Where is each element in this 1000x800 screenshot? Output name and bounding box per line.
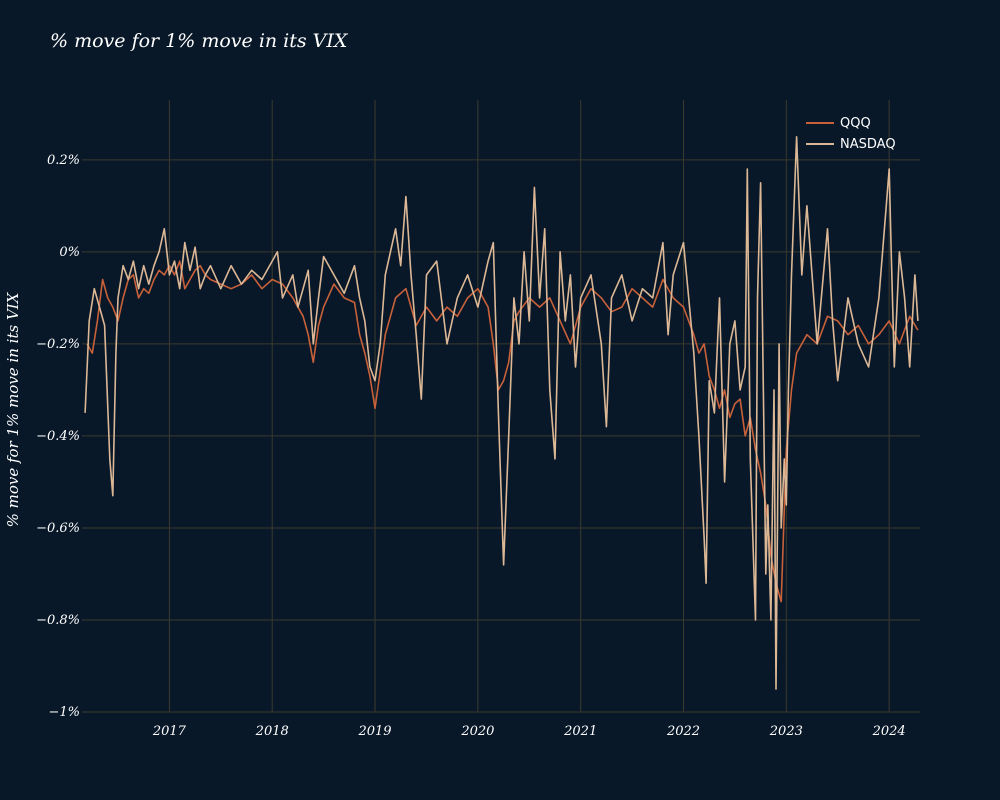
chart-title: % move for 1% move in its VIX: [50, 30, 348, 52]
series-line-nasdaq: [84, 136, 919, 690]
x-tick-label: 2020: [460, 724, 494, 739]
x-tick-label: 2017: [152, 724, 187, 739]
series-line-qqq: [86, 260, 919, 603]
y-tick-label: −0.2%: [36, 337, 80, 352]
legend-item-qqq[interactable]: QQQ: [806, 116, 871, 131]
legend-label: QQQ: [840, 116, 871, 131]
y-axis-title: % move for 1% move in its VIX: [4, 291, 22, 527]
legend-label: NASDAQ: [840, 137, 896, 152]
x-tick-label: 2019: [357, 724, 391, 739]
x-tick-label: 2023: [769, 724, 803, 739]
series-lines: [84, 136, 919, 690]
x-tick-label: 2021: [563, 724, 597, 739]
y-tick-label: 0.2%: [47, 153, 80, 168]
x-tick-label: 2018: [255, 724, 289, 739]
y-tick-label: −0.6%: [36, 521, 80, 536]
y-tick-label: −0.4%: [36, 429, 80, 444]
x-tick-label: 2022: [666, 724, 700, 739]
y-axis-ticks: 0.2% 0% −0.2% −0.4% −0.6% −0.8% −1%: [36, 153, 80, 720]
x-axis-ticks: 2017 2018 2019 2020 2021 2022 2023 2024: [152, 724, 906, 739]
x-tick-label: 2024: [872, 724, 906, 739]
y-tick-label: −1%: [48, 705, 80, 720]
legend-item-nasdaq[interactable]: NASDAQ: [806, 137, 896, 152]
y-tick-label: −0.8%: [36, 613, 80, 628]
y-tick-label: 0%: [59, 245, 80, 260]
legend[interactable]: QQQ NASDAQ: [806, 116, 896, 152]
